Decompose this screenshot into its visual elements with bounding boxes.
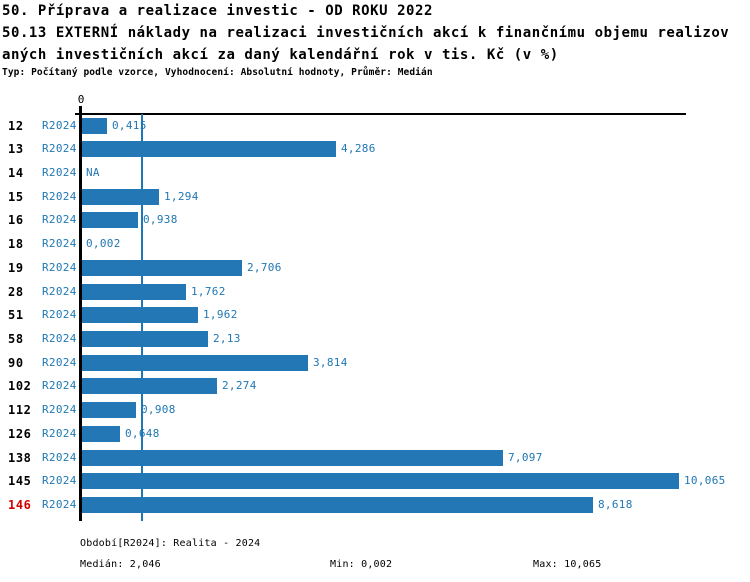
row-category-label: 90 [8, 356, 24, 370]
bar [82, 141, 336, 157]
bar [82, 212, 138, 228]
row-period-label: R2024 [42, 498, 77, 511]
row-category-label: 112 [8, 403, 32, 417]
row-category-label: 28 [8, 285, 24, 299]
bar [82, 378, 217, 394]
row-period-label: R2024 [42, 451, 77, 464]
row-category-label: 102 [8, 379, 32, 393]
footer-period: Období[R2024]: Realita - 2024 [80, 538, 261, 549]
bar-value-label: 0,908 [141, 403, 176, 416]
bar-value-label: NA [86, 166, 100, 179]
report-subtitle: Typ: Počítaný podle vzorce, Vyhodnocení:… [2, 67, 433, 78]
row-period-label: R2024 [42, 474, 77, 487]
row-category-label: 18 [8, 237, 24, 251]
bar-value-label: 2,706 [247, 261, 282, 274]
bar-value-label: 2,274 [222, 379, 257, 392]
row-period-label: R2024 [42, 237, 77, 250]
bar-value-label: 4,286 [341, 142, 376, 155]
row-period-label: R2024 [42, 261, 77, 274]
bar [82, 307, 198, 323]
row-category-label: 51 [8, 308, 24, 322]
report-title-line1: 50. Příprava a realizace investic - OD R… [2, 3, 433, 19]
bar-value-label: 1,294 [164, 190, 199, 203]
row-period-label: R2024 [42, 379, 77, 392]
bar [82, 189, 159, 205]
bar-value-label: 3,814 [313, 356, 348, 369]
bar-value-label: 0,415 [112, 119, 147, 132]
bar-value-label: 1,762 [191, 285, 226, 298]
bar-value-label: 2,13 [213, 332, 241, 345]
x-axis-zero-tick-label: 0 [77, 93, 85, 106]
bar-value-label: 0,648 [125, 427, 160, 440]
bar [82, 473, 679, 489]
bar-value-label: 7,097 [508, 451, 543, 464]
row-period-label: R2024 [42, 403, 77, 416]
bar [82, 284, 186, 300]
bar-value-label: 0,002 [86, 237, 121, 250]
bar [82, 331, 208, 347]
row-category-label: 14 [8, 166, 24, 180]
bar-value-label: 8,618 [598, 498, 633, 511]
row-category-label: 146 [8, 498, 32, 512]
bar [82, 497, 593, 513]
row-category-label: 12 [8, 119, 24, 133]
row-category-label: 138 [8, 451, 32, 465]
bar-value-label: 0,938 [143, 213, 178, 226]
footer-max: Max: 10,065 [533, 559, 602, 570]
bar-value-label: 1,962 [203, 308, 238, 321]
row-period-label: R2024 [42, 119, 77, 132]
footer-min: Min: 0,002 [330, 559, 393, 570]
bar [82, 355, 308, 371]
report-title-line2: 50.13 EXTERNÍ náklady na realizaci inves… [2, 25, 730, 41]
row-category-label: 16 [8, 213, 24, 227]
row-category-label: 58 [8, 332, 24, 346]
row-period-label: R2024 [42, 332, 77, 345]
row-period-label: R2024 [42, 356, 77, 369]
row-category-label: 15 [8, 190, 24, 204]
plot-top-spine [75, 113, 686, 115]
row-category-label: 19 [8, 261, 24, 275]
row-period-label: R2024 [42, 213, 77, 226]
bar [82, 426, 120, 442]
row-period-label: R2024 [42, 285, 77, 298]
row-period-label: R2024 [42, 166, 77, 179]
row-category-label: 13 [8, 142, 24, 156]
bar-value-label: 10,065 [684, 474, 726, 487]
row-period-label: R2024 [42, 308, 77, 321]
bar [82, 450, 503, 466]
row-period-label: R2024 [42, 190, 77, 203]
footer-median: Medián: 2,046 [80, 559, 161, 570]
row-category-label: 126 [8, 427, 32, 441]
row-period-label: R2024 [42, 427, 77, 440]
y-axis-zero-line [79, 106, 82, 521]
report-title-line3: aných investičních akcí za daný kalendář… [2, 47, 559, 63]
bar [82, 118, 107, 134]
row-period-label: R2024 [42, 142, 77, 155]
row-category-label: 145 [8, 474, 32, 488]
bar [82, 260, 242, 276]
bar [82, 402, 136, 418]
